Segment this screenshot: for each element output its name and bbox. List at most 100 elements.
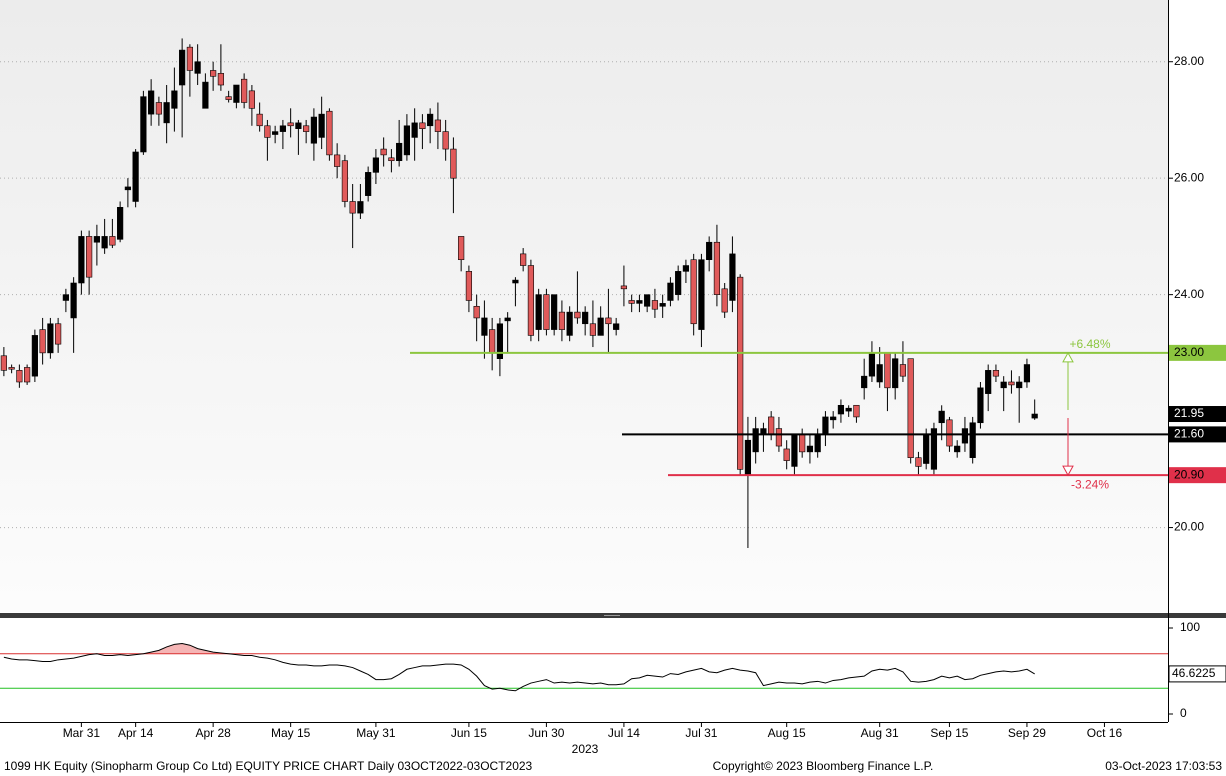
candle-body [365,172,372,196]
candle-body [124,186,131,191]
candle-body [334,154,341,167]
candle-body [8,367,15,370]
rsi-line [3,642,1035,692]
candle-body [589,323,597,336]
level-box [1169,426,1226,443]
candle-body [954,445,961,453]
y-tick-label: 24.00 [1174,287,1204,301]
candle-body [117,206,124,240]
candle-body [1016,381,1023,389]
candle-body [39,329,46,354]
candle-body [1031,413,1038,419]
candle-body [830,416,837,421]
x-tick-label: Sep 29 [1008,726,1046,740]
candle-body [868,352,876,377]
candle-body [582,311,589,325]
candle-body [148,90,155,115]
candle-body [892,358,899,389]
candle-body [938,410,945,424]
marks-layer [0,38,1038,548]
last-price-label: 21.95 [1174,406,1204,420]
candle-body [620,285,628,290]
candle-body [985,370,992,394]
candle-body [659,303,666,307]
x-tick-label: Aug 15 [768,726,806,740]
candle-body [62,294,69,301]
candle-body [713,241,721,295]
candle-body [768,416,775,435]
candle-body [946,419,953,447]
level-box [1169,467,1226,484]
candle-body [961,428,969,444]
candle-body [597,317,604,336]
candle-body [241,78,248,103]
candle-body [861,375,868,389]
candle-body [496,323,504,359]
candle-body [55,323,62,345]
candle-body [179,49,186,86]
x-tick-label: Jun 15 [451,726,487,740]
grid-layer: 20.00 24.00 26.00 28.00 Mar 31 Apr 14 Apr 28 Ma… [0,54,1204,740]
candle-body [357,201,364,214]
level-label: 21.60 [1174,427,1204,441]
candle-body [651,300,659,310]
y-tick-label: 28.00 [1174,54,1204,68]
candle-body [442,131,449,150]
candle-body [434,119,442,132]
candle-body [109,236,116,246]
x-tick-label: Oct 16 [1087,726,1123,740]
candle-body [535,294,542,330]
candle-body [1000,381,1007,389]
rsi-value-label: 46.6225 [1172,666,1216,680]
candle-body [551,294,558,330]
x-tick-label: Sep 15 [930,726,968,740]
candle-body [690,259,697,325]
candle-body [202,81,209,109]
candle-body [930,428,938,470]
candle-body [303,125,310,132]
candle-body [411,122,418,138]
footer-right: 03-Oct-2023 17:03:53 [1105,759,1222,773]
candle-body [372,157,379,173]
candle-body [78,236,85,284]
level-box [1169,344,1226,361]
candle-body [605,317,612,325]
x-tick-label: May 15 [271,726,311,740]
candle-body [326,110,333,156]
candle-body [419,122,426,129]
candle-body [698,259,705,330]
candle-body [636,300,643,304]
rsi-panel [0,620,1168,722]
level-label: 20.90 [1174,467,1204,481]
candle-body [47,323,54,354]
y-tick-label: 26.00 [1174,170,1204,184]
last-price-box [1169,406,1226,423]
candle-body [248,90,255,109]
range-arrow-head [1062,351,1074,363]
candle-body [458,236,465,261]
candle-body [132,151,139,202]
x-tick-label: May 31 [356,726,396,740]
candle-body [628,300,635,304]
year-label: 2023 [572,742,599,756]
candle-body [737,276,744,470]
candle-body [489,329,496,354]
rsi-y-tick-label: 100 [1180,620,1200,634]
candle-body [969,422,976,458]
candle-body [403,125,411,156]
candle-body [210,70,217,77]
candle-body [388,157,395,162]
candle-body [613,323,620,330]
x-tick-label: Mar 31 [63,726,101,740]
candle-body [272,131,279,135]
footer-left: 1099 HK Equity (Sinopharm Group Co Ltd) … [4,759,533,773]
candle-body [341,160,348,202]
range-arrow-head [1062,465,1074,477]
candle-body [16,370,23,383]
candle-body [186,46,193,71]
overlay-layer: 46.6225 23.00 +6.48% 21.60 20.90 -3.24% 21.95 [410,337,1226,683]
candle-body [86,236,93,278]
candle-body [264,125,271,138]
candle-body [721,288,728,313]
